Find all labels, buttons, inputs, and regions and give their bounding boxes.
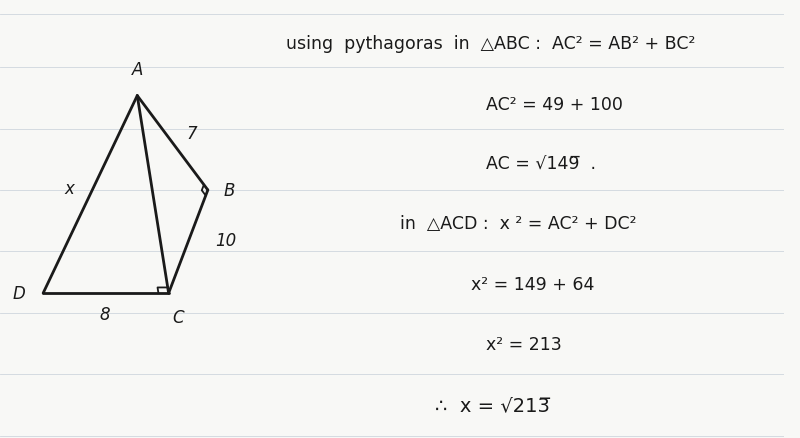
Text: 10: 10	[215, 232, 236, 250]
Text: A: A	[131, 61, 143, 79]
Text: x² = 149 + 64: x² = 149 + 64	[470, 276, 594, 294]
Text: D: D	[12, 284, 25, 303]
Text: using  pythagoras  in  △ABC :  AC² = AB² + BC²: using pythagoras in △ABC : AC² = AB² + B…	[286, 35, 696, 53]
Text: in  △ACD :  x ² = AC² + DC²: in △ACD : x ² = AC² + DC²	[400, 214, 637, 233]
Text: x² = 213: x² = 213	[486, 335, 562, 353]
Text: AC = √149̅  .: AC = √149̅ .	[486, 155, 596, 173]
Text: B: B	[223, 181, 235, 200]
Text: ∴  x = √213̅: ∴ x = √213̅	[435, 396, 550, 415]
Text: x: x	[65, 179, 74, 198]
Text: 8: 8	[99, 305, 110, 323]
Text: C: C	[173, 309, 184, 327]
Text: 7: 7	[186, 124, 198, 143]
Text: AC² = 49 + 100: AC² = 49 + 100	[486, 96, 623, 114]
